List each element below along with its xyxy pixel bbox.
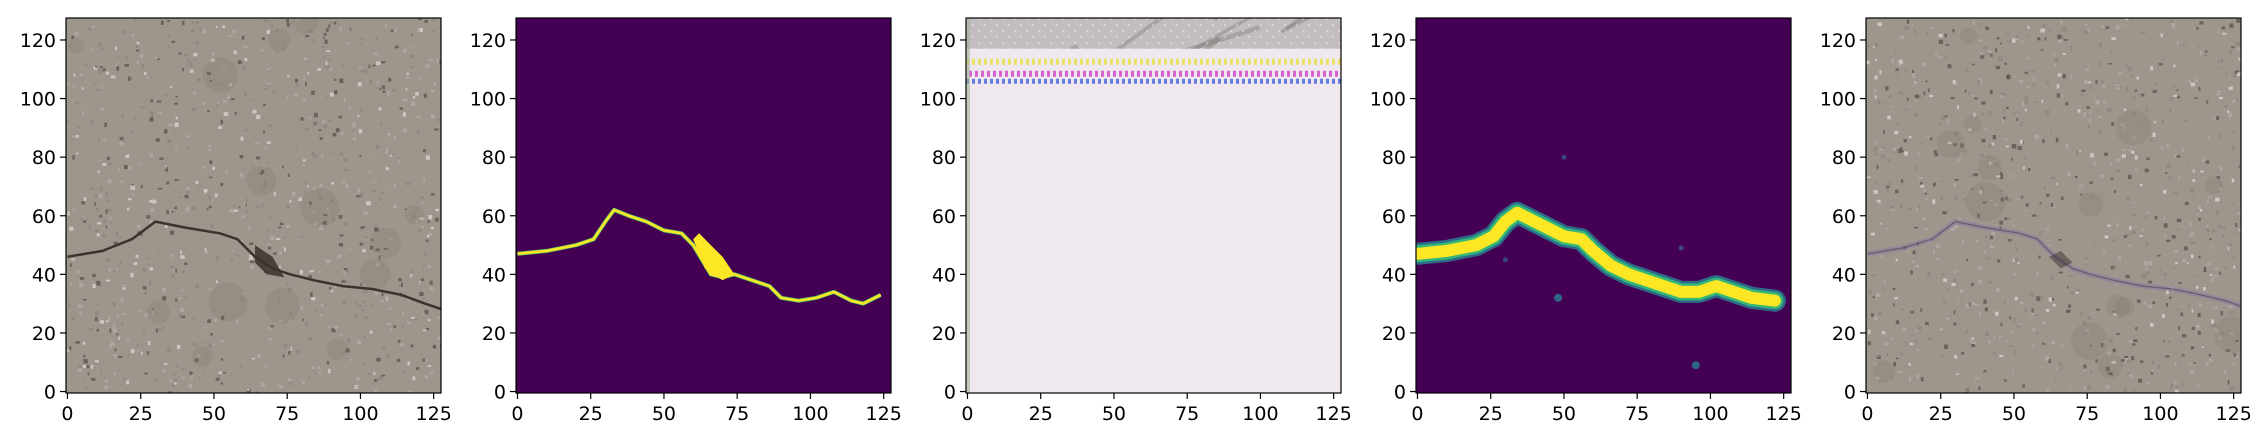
x-tick-label: 100: [1242, 403, 1278, 425]
axes-frame: [1865, 17, 2242, 394]
y-tick-label: 60: [932, 206, 956, 228]
y-tick-label: 120: [470, 30, 506, 52]
y-tick-label: 40: [932, 264, 956, 286]
x-tick-label: 50: [1102, 403, 1126, 425]
x-tick-label: 100: [342, 403, 378, 425]
y-tick-label: 60: [1832, 206, 1856, 228]
prediction-speck: [1691, 361, 1700, 370]
prediction-speck: [1554, 293, 1563, 302]
x-tick-label: 125: [1316, 403, 1352, 425]
x-tick-label: 75: [1175, 403, 1199, 425]
x-tick-label: 75: [1625, 403, 1649, 425]
axes-frame: [65, 17, 442, 394]
prediction-speck: [1561, 154, 1567, 160]
mask-blob: [693, 233, 735, 281]
x-tick-label: 75: [725, 403, 749, 425]
x-tick-label: 50: [652, 403, 676, 425]
x-tick-label: 25: [129, 403, 153, 425]
panel-generated-texture: 0 25 50 75 100 125 0 20 40 60 80 100 120: [920, 17, 1352, 425]
y-tick-label: 120: [1370, 30, 1406, 52]
y-tick-label: 120: [20, 30, 56, 52]
x-tick-label: 0: [1411, 403, 1423, 425]
y-tick-label: 80: [932, 147, 956, 169]
y-tick-label: 0: [44, 382, 56, 404]
y-tick-label: 40: [1382, 264, 1406, 286]
y-tick-label: 40: [482, 264, 506, 286]
y-tick-label: 20: [1832, 323, 1856, 345]
x-tick-label: 25: [579, 403, 603, 425]
y-tick-label: 20: [482, 323, 506, 345]
x-tick-label: 50: [1552, 403, 1576, 425]
y-tick-label: 20: [1382, 323, 1406, 345]
y-tick-label: 100: [1820, 89, 1856, 111]
y-tick-label: 100: [470, 89, 506, 111]
panel-image: [1416, 18, 1791, 393]
axes-frame: [965, 17, 1342, 394]
x-tick-label: 100: [1692, 403, 1728, 425]
predicted-crack: [1416, 206, 1781, 307]
panel-overlay-photo: 0 25 50 75 100 125 0 20 40 60 80 100 120: [1820, 17, 2252, 425]
x-tick-label: 0: [961, 403, 973, 425]
y-tick-label: 120: [1820, 30, 1856, 52]
x-tick-label: 25: [1479, 403, 1503, 425]
x-tick-label: 0: [1861, 403, 1873, 425]
y-tick-label: 80: [32, 147, 56, 169]
panel-ground-truth-mask: 0 25 50 75 100 125 0 20 40 60 80 100 120: [470, 17, 902, 425]
y-tick-label: 60: [32, 206, 56, 228]
y-tick-label: 100: [20, 89, 56, 111]
x-tick-label: 125: [1766, 403, 1802, 425]
y-tick-label: 0: [1844, 382, 1856, 404]
y-tick-label: 0: [1394, 382, 1406, 404]
panel-image: [1866, 18, 2241, 393]
y-tick-label: 80: [1832, 147, 1856, 169]
y-tick-label: 20: [32, 323, 56, 345]
y-tick-label: 40: [32, 264, 56, 286]
panel-image: [66, 18, 441, 393]
y-tick-label: 60: [482, 206, 506, 228]
panels: 0 25 50 75 100 125 0 20 40 60 80 100 120 0 25 50 75 100 12…: [20, 17, 2252, 425]
prediction-speck: [1502, 257, 1508, 263]
x-tick-label: 75: [2075, 403, 2099, 425]
x-tick-label: 125: [2216, 403, 2252, 425]
x-tick-label: 100: [2142, 403, 2178, 425]
x-tick-label: 0: [61, 403, 73, 425]
x-tick-label: 50: [202, 403, 226, 425]
crack-blob: [255, 245, 285, 278]
panel-predicted-mask: 0 25 50 75 100 125 0 20 40 60 80 100 120: [1370, 17, 1802, 425]
y-tick-label: 100: [920, 89, 956, 111]
axes-frame: [1415, 17, 1792, 394]
x-tick-label: 100: [792, 403, 828, 425]
y-tick-label: 20: [932, 323, 956, 345]
y-tick-label: 80: [1382, 147, 1406, 169]
x-tick-label: 125: [866, 403, 902, 425]
x-tick-label: 50: [2002, 403, 2026, 425]
x-tick-label: 25: [1929, 403, 1953, 425]
panel-image: [966, 18, 1341, 393]
x-tick-label: 25: [1029, 403, 1053, 425]
x-tick-label: 75: [275, 403, 299, 425]
prediction-speck: [1678, 245, 1684, 251]
y-tick-label: 0: [944, 382, 956, 404]
y-tick-label: 60: [1382, 206, 1406, 228]
x-tick-label: 125: [416, 403, 452, 425]
y-tick-label: 80: [482, 147, 506, 169]
y-tick-label: 0: [494, 382, 506, 404]
panel-crack-photo: 0 25 50 75 100 125 0 20 40 60 80 100 120: [20, 17, 452, 425]
y-tick-label: 40: [1832, 264, 1856, 286]
panel-image: [516, 18, 891, 393]
x-tick-label: 0: [511, 403, 523, 425]
axes-frame: [515, 17, 892, 394]
y-tick-label: 120: [920, 30, 956, 52]
y-tick-label: 100: [1370, 89, 1406, 111]
